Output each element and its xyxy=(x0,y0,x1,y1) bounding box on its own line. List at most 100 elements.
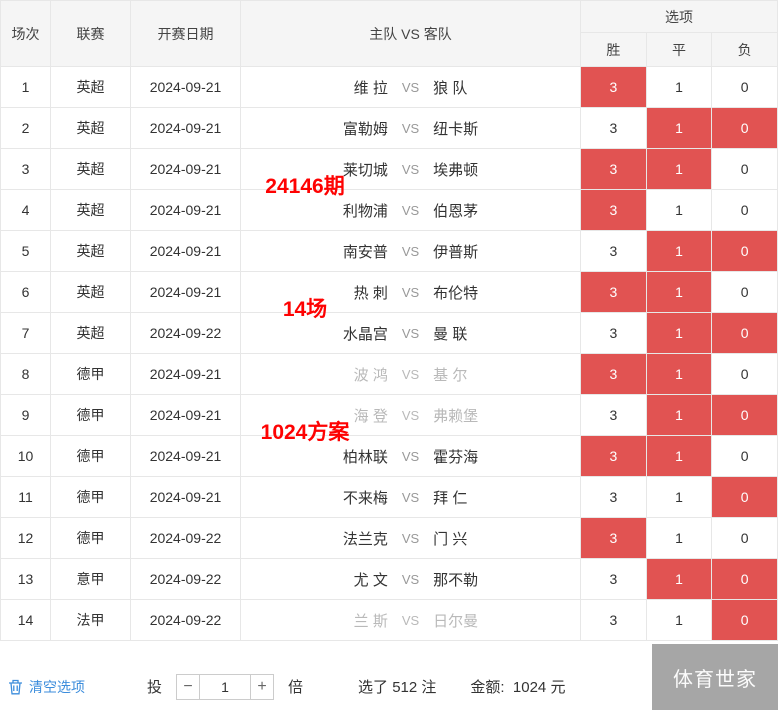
clear-options-label: 清空选项 xyxy=(29,678,85,695)
odds-draw[interactable]: 1 xyxy=(646,108,713,148)
odds-lose[interactable]: 0 xyxy=(740,530,749,546)
teams-cell: 海 登 VS 弗赖堡 xyxy=(241,395,581,435)
odds-draw[interactable]: 1 xyxy=(646,272,713,312)
odds-draw[interactable]: 1 xyxy=(646,354,713,394)
table-row: 6 英超 2024-09-21 热 刺 VS 布伦特 3 1 0 xyxy=(1,271,777,312)
trash-icon xyxy=(9,679,22,694)
vs-label: VS xyxy=(401,202,420,218)
match-date: 2024-09-21 xyxy=(131,231,241,271)
away-team: 那不勒 xyxy=(433,571,479,589)
odds-draw[interactable]: 1 xyxy=(647,190,713,230)
teams-cell: 柏林联 VS 霍芬海 xyxy=(241,436,581,476)
home-team: 波 鸿 xyxy=(353,366,388,384)
away-team: 基 尔 xyxy=(433,366,468,384)
match-number: 11 xyxy=(1,477,51,517)
bet-summary: 选了 512 注 金额: 1024 元 xyxy=(358,676,565,697)
odds-lose[interactable]: 0 xyxy=(712,108,778,148)
odds-lose[interactable]: 0 xyxy=(740,161,749,177)
away-team: 曼 联 xyxy=(433,325,468,343)
increase-multiplier-button[interactable]: + xyxy=(250,673,275,700)
header-options-group: 选项 胜 平 负 xyxy=(581,1,777,66)
odds-draw[interactable]: 1 xyxy=(647,600,713,640)
home-team: 法兰克 xyxy=(342,530,388,548)
odds-win[interactable]: 3 xyxy=(581,518,647,558)
header-teams: 主队 VS 客队 xyxy=(241,1,581,66)
odds-win[interactable]: 3 xyxy=(581,436,647,476)
header-draw: 平 xyxy=(647,33,713,66)
table-row: 13 意甲 2024-09-22 尤 文 VS 那不勒 3 1 0 xyxy=(1,558,778,599)
odds-lose[interactable]: 0 xyxy=(712,477,778,517)
teams-cell: 维 拉 VS 狼 队 xyxy=(241,67,581,107)
multiplier-value[interactable]: 1 xyxy=(199,673,252,700)
teams-cell: 南安普 VS 伊普斯 xyxy=(241,231,581,271)
match-number: 3 xyxy=(1,149,51,189)
odds-draw[interactable]: 1 xyxy=(647,477,713,517)
odds-draw[interactable]: 1 xyxy=(647,518,713,558)
decrease-multiplier-button[interactable]: − xyxy=(176,673,201,700)
odds-win[interactable]: 3 xyxy=(581,395,647,435)
odds-draw[interactable]: 1 xyxy=(646,436,713,476)
vs-label: VS xyxy=(401,366,420,382)
odds-draw[interactable]: 1 xyxy=(646,559,713,599)
odds-win[interactable]: 3 xyxy=(581,108,647,148)
league-name: 英超 xyxy=(51,149,131,189)
home-team: 柏林联 xyxy=(342,448,388,466)
odds-lose[interactable]: 0 xyxy=(740,366,749,382)
odds-win[interactable]: 3 xyxy=(581,67,647,107)
odds-draw[interactable]: 1 xyxy=(646,395,713,435)
table-row: 4 英超 2024-09-21 利物浦 VS 伯恩茅 3 1 0 xyxy=(1,189,777,230)
match-number: 1 xyxy=(1,67,51,107)
match-number: 13 xyxy=(1,559,51,599)
odds-win[interactable]: 3 xyxy=(581,272,647,312)
match-number: 9 xyxy=(1,395,51,435)
vs-label: VS xyxy=(401,448,420,464)
odds-lose[interactable]: 0 xyxy=(712,231,778,271)
vs-label: VS xyxy=(401,489,420,505)
header-options: 选项 xyxy=(581,1,777,33)
odds-lose[interactable]: 0 xyxy=(740,448,749,464)
odds-draw[interactable]: 1 xyxy=(647,67,713,107)
league-name: 英超 xyxy=(51,272,131,312)
vs-label: VS xyxy=(401,79,420,95)
match-date: 2024-09-21 xyxy=(131,436,241,476)
away-team: 狼 队 xyxy=(433,79,468,97)
odds-lose[interactable]: 0 xyxy=(712,313,778,353)
odds-win[interactable]: 3 xyxy=(581,190,647,230)
home-team: 热 刺 xyxy=(353,284,388,302)
table-row: 14 法甲 2024-09-22 兰 斯 VS 日尔曼 3 1 0 xyxy=(1,599,778,640)
odds-lose[interactable]: 0 xyxy=(712,559,778,599)
odds-lose[interactable]: 0 xyxy=(712,600,778,640)
match-date: 2024-09-21 xyxy=(131,395,241,435)
teams-cell: 利物浦 VS 伯恩茅 xyxy=(241,190,581,230)
odds-win[interactable]: 3 xyxy=(581,231,647,271)
selected-count-text: 选了 512 注 xyxy=(358,679,437,696)
odds-lose[interactable]: 0 xyxy=(740,79,749,95)
home-team: 利物浦 xyxy=(342,202,388,220)
clear-options-button[interactable]: 清空选项 xyxy=(8,677,85,697)
league-name: 德甲 xyxy=(51,354,131,394)
odds-win[interactable]: 3 xyxy=(581,313,647,353)
odds-win[interactable]: 3 xyxy=(581,559,647,599)
league-name: 英超 xyxy=(51,67,131,107)
odds-draw[interactable]: 1 xyxy=(646,231,713,271)
away-team: 伊普斯 xyxy=(433,243,479,261)
odds-lose[interactable]: 0 xyxy=(740,284,749,300)
league-name: 英超 xyxy=(51,108,131,148)
odds-win[interactable]: 3 xyxy=(581,477,647,517)
teams-cell: 法兰克 VS 门 兴 xyxy=(241,518,581,558)
odds-win[interactable]: 3 xyxy=(581,600,647,640)
odds-draw[interactable]: 1 xyxy=(646,313,713,353)
odds-win[interactable]: 3 xyxy=(581,149,647,189)
vs-label: VS xyxy=(401,161,420,177)
table-row: 5 英超 2024-09-21 南安普 VS 伊普斯 3 1 0 xyxy=(1,230,778,271)
league-name: 英超 xyxy=(51,190,131,230)
odds-lose[interactable]: 0 xyxy=(712,395,778,435)
times-label: 倍 xyxy=(288,679,304,696)
odds-draw[interactable]: 1 xyxy=(646,149,713,189)
odds-lose[interactable]: 0 xyxy=(740,202,749,218)
league-name: 英超 xyxy=(51,231,131,271)
league-name: 德甲 xyxy=(51,477,131,517)
home-team: 兰 斯 xyxy=(353,612,388,630)
bet-label: 投 xyxy=(147,679,163,696)
odds-win[interactable]: 3 xyxy=(581,354,647,394)
